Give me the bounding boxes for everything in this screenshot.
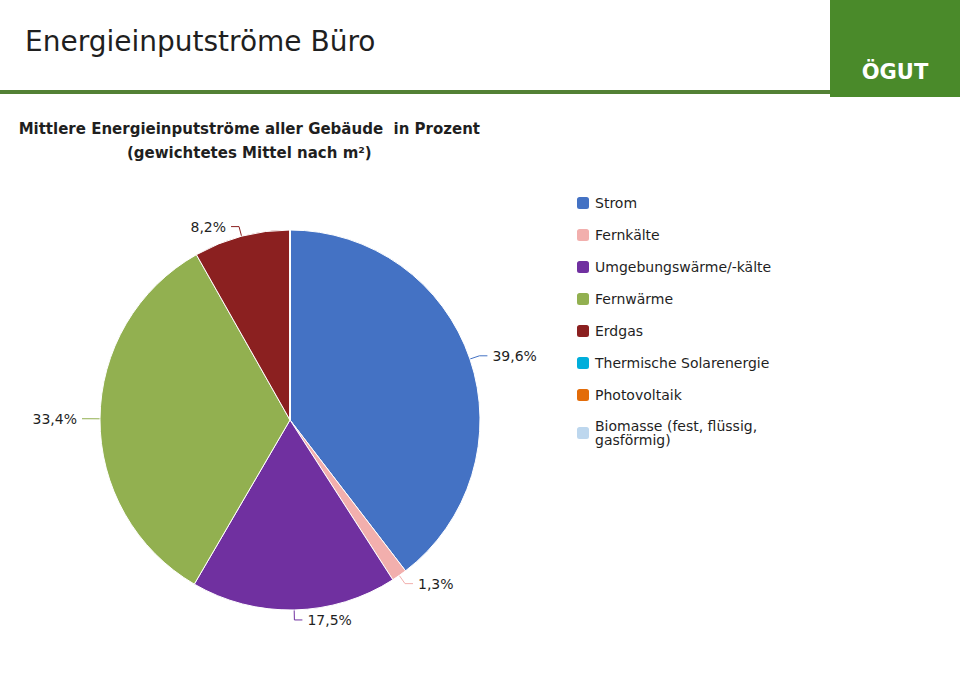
svg-text:ÖGUT: ÖGUT: [862, 59, 929, 84]
svg-text:Erdgas: Erdgas: [595, 323, 643, 339]
svg-text:17,5%: 17,5%: [307, 612, 351, 628]
svg-text:gasförmig): gasförmig): [595, 432, 671, 448]
svg-text:Photovoltaik: Photovoltaik: [595, 387, 683, 403]
svg-text:Mittlere Energieinputströme al: Mittlere Energieinputströme aller Gebäud…: [19, 120, 480, 138]
svg-text:1,3%: 1,3%: [418, 576, 454, 592]
svg-text:(gewichtetes Mittel nach m²): (gewichtetes Mittel nach m²): [127, 144, 372, 162]
svg-text:Energieinputströme Büro: Energieinputströme Büro: [25, 25, 375, 58]
svg-text:Umgebungswärme/-kälte: Umgebungswärme/-kälte: [595, 259, 771, 275]
svg-text:8,2%: 8,2%: [190, 219, 226, 235]
svg-text:Fernwärme: Fernwärme: [595, 291, 673, 307]
svg-text:Thermische Solarenergie: Thermische Solarenergie: [594, 355, 769, 371]
svg-text:Biomasse (fest, flüssig,: Biomasse (fest, flüssig,: [595, 418, 758, 434]
svg-text:Fernkälte: Fernkälte: [595, 227, 660, 243]
svg-text:Strom: Strom: [595, 195, 637, 211]
svg-text:39,6%: 39,6%: [492, 348, 536, 364]
svg-text:33,4%: 33,4%: [33, 411, 77, 427]
